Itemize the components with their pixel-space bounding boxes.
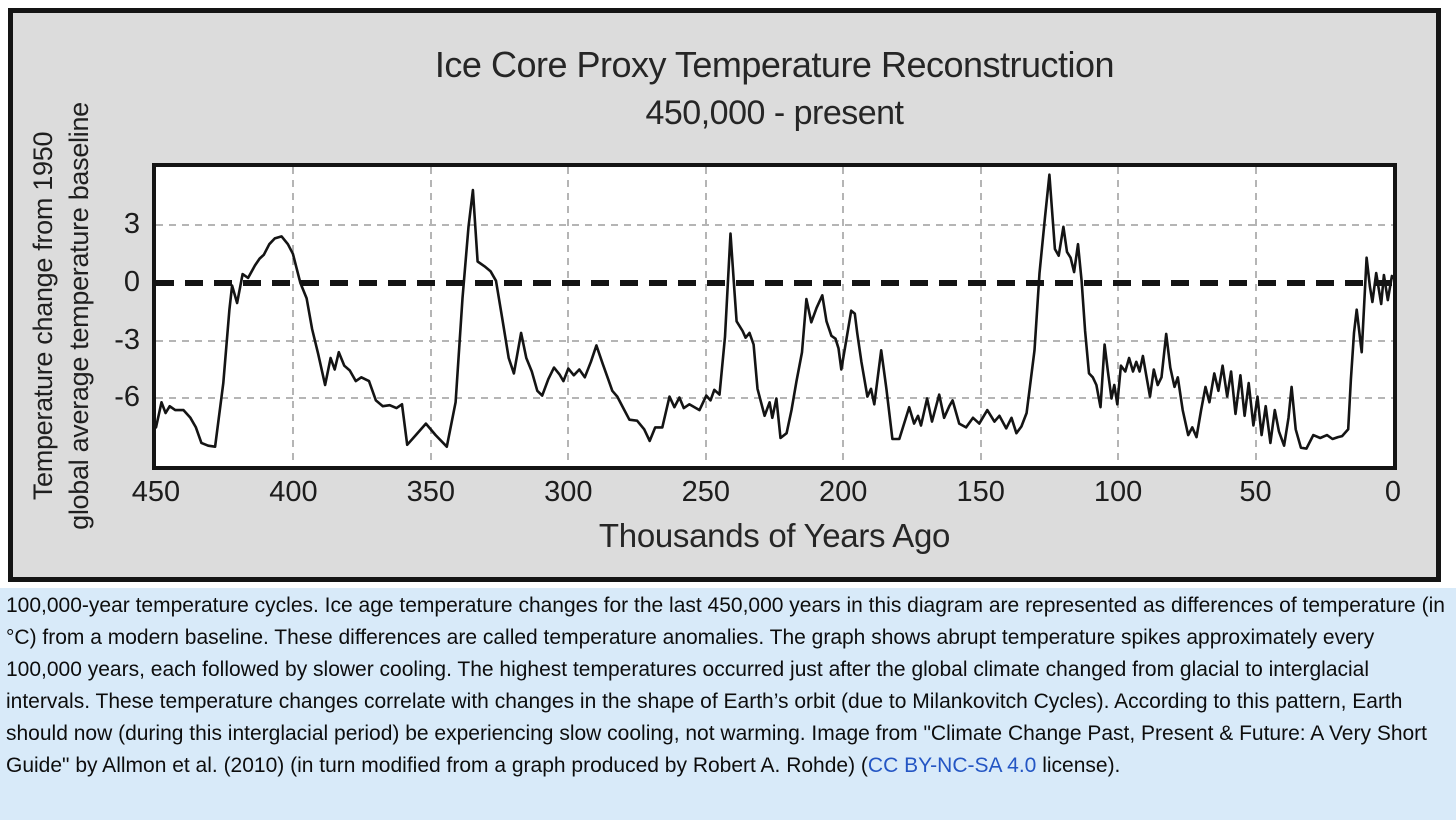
x-tick-label: 0 (1384, 476, 1402, 508)
vertical-gridline (292, 167, 295, 466)
vertical-gridline (1254, 167, 1257, 466)
x-tick-row: 450 400 350 300 250 200 150 100 50 0 (132, 476, 1401, 510)
caption-block: 100,000-year temperature cycles. Ice age… (0, 588, 1456, 820)
y-tick-label: 3 (123, 207, 140, 240)
vertical-gridline (1117, 167, 1120, 466)
x-tick-label: 200 (819, 476, 868, 508)
x-tick-label: 450 (131, 476, 181, 508)
vertical-gridline (429, 167, 432, 466)
license-link[interactable]: CC BY-NC-SA 4.0 (867, 754, 1037, 777)
chart-title-line1: Ice Core Proxy Temperature Reconstructio… (434, 44, 1115, 85)
plot-area (152, 163, 1397, 470)
x-tick-label: 50 (1239, 476, 1272, 508)
zero-baseline (156, 279, 1393, 286)
vertical-gridline (979, 167, 982, 466)
horizontal-gridline (156, 339, 1393, 342)
y-tick-col: 3 0 -3 -6 (13, 167, 140, 466)
figure-panel: Ice Core Proxy Temperature Reconstructio… (8, 8, 1441, 582)
temperature-line-svg (156, 173, 1393, 450)
vertical-gridline (704, 167, 707, 466)
x-tick-label: 150 (956, 476, 1005, 508)
y-tick-label: -6 (114, 381, 140, 414)
horizontal-gridline (156, 223, 1393, 226)
caption-text: 100,000-year temperature cycles. Ice age… (6, 594, 1445, 777)
x-tick-label: 250 (681, 476, 730, 508)
temperature-line (156, 173, 1393, 450)
x-tick-label: 350 (406, 476, 456, 508)
horizontal-gridline (156, 397, 1393, 400)
x-axis-label: Thousands of Years Ago (598, 517, 951, 554)
chart-title-line2: 450,000 - present (645, 94, 904, 132)
y-tick-label: -3 (114, 323, 140, 356)
caption-text-after: license). (1036, 754, 1121, 777)
y-tick-label: 0 (123, 265, 140, 298)
x-tick-label: 400 (269, 476, 318, 508)
vertical-gridline (567, 167, 570, 466)
x-tick-label: 300 (544, 476, 593, 508)
vertical-gridline (842, 167, 845, 466)
x-tick-label: 100 (1093, 476, 1143, 508)
